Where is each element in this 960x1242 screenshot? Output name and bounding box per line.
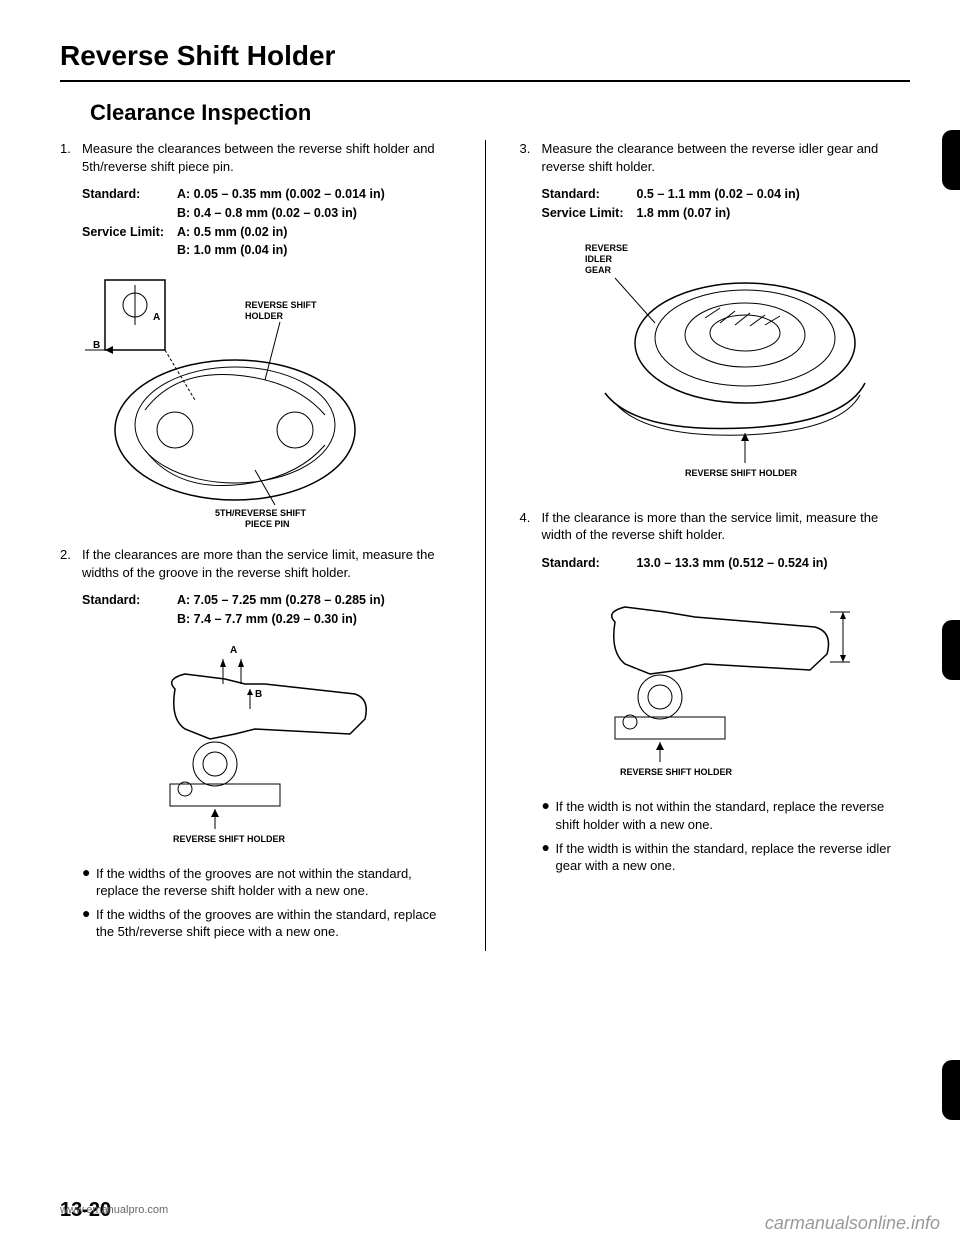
figure-4: REVERSE SHIFT HOLDER — [520, 582, 911, 782]
watermark-left: www.emanualpro.com — [60, 1204, 168, 1216]
bullet-text: If the widths of the grooves are not wit… — [96, 865, 451, 900]
figure-1: A B REVERSE SHIFT HOLDER 5TH/REVE — [60, 270, 451, 530]
fig-label-b: B — [255, 689, 262, 700]
spec-label: Service Limit: — [542, 204, 637, 223]
spec-block-3: Standard: 0.5 – 1.1 mm (0.02 – 0.04 in) … — [542, 185, 911, 223]
spec-label: Standard: — [82, 185, 177, 204]
step-text: If the clearance is more than the servic… — [542, 509, 911, 544]
fig-label-holder: REVERSE SHIFT — [245, 300, 317, 310]
bullet-mark: ● — [542, 798, 556, 833]
fig-label-gear1: REVERSE — [585, 243, 628, 253]
title-rule — [60, 80, 910, 82]
fig-label-gear2: IDLER — [585, 254, 613, 264]
spec-label: Standard: — [542, 185, 637, 204]
page-tab — [942, 130, 960, 190]
fig-label-holder: REVERSE SHIFT HOLDER — [620, 767, 733, 777]
bullet-list: ● If the width is not within the standar… — [542, 798, 911, 874]
spec-block-4: Standard: 13.0 – 13.3 mm (0.512 – 0.524 … — [542, 554, 911, 573]
spec-label — [82, 610, 177, 629]
bullet-mark: ● — [82, 906, 96, 941]
spec-block-1: Standard: A: 0.05 – 0.35 mm (0.002 – 0.0… — [82, 185, 451, 260]
bullet-text: If the width is within the standard, rep… — [556, 840, 911, 875]
spec-value: A: 0.5 mm (0.02 in) — [177, 223, 451, 242]
left-column: 1. Measure the clearances between the re… — [60, 140, 451, 951]
fig-label-a: A — [153, 312, 160, 323]
spec-value: B: 0.4 – 0.8 mm (0.02 – 0.03 in) — [177, 204, 451, 223]
step-text: Measure the clearances between the rever… — [82, 140, 451, 175]
spec-label — [82, 204, 177, 223]
spec-value: A: 7.05 – 7.25 mm (0.278 – 0.285 in) — [177, 591, 451, 610]
step-number: 2. — [60, 546, 82, 581]
step-4: 4. If the clearance is more than the ser… — [520, 509, 911, 544]
section-title: Clearance Inspection — [90, 100, 910, 126]
bullet-text: If the widths of the grooves are within … — [96, 906, 451, 941]
page-title: Reverse Shift Holder — [60, 40, 910, 72]
spec-value: B: 7.4 – 7.7 mm (0.29 – 0.30 in) — [177, 610, 451, 629]
spec-value: 0.5 – 1.1 mm (0.02 – 0.04 in) — [637, 185, 911, 204]
bullet-list: ● If the widths of the grooves are not w… — [82, 865, 451, 941]
bullet-text: If the width is not within the standard,… — [556, 798, 911, 833]
spec-label: Standard: — [542, 554, 637, 573]
bullet-item: ● If the width is not within the standar… — [542, 798, 911, 833]
spec-value: 1.8 mm (0.07 in) — [637, 204, 911, 223]
step-number: 4. — [520, 509, 542, 544]
spec-value: B: 1.0 mm (0.04 in) — [177, 241, 451, 260]
column-divider — [485, 140, 486, 951]
fig-label-pin: 5TH/REVERSE SHIFT — [215, 508, 307, 518]
page-tab — [942, 1060, 960, 1120]
step-1: 1. Measure the clearances between the re… — [60, 140, 451, 175]
right-column: 3. Measure the clearance between the rev… — [520, 140, 911, 951]
bullet-mark: ● — [542, 840, 556, 875]
bullet-mark: ● — [82, 865, 96, 900]
spec-label — [82, 241, 177, 260]
bullet-item: ● If the width is within the standard, r… — [542, 840, 911, 875]
fig-label-holder: REVERSE SHIFT HOLDER — [173, 834, 286, 844]
fig-label-gear3: GEAR — [585, 265, 612, 275]
step-text: Measure the clearance between the revers… — [542, 140, 911, 175]
page-tab — [942, 620, 960, 680]
figure-2: A B REVERSE SHIFT HOLDER — [60, 639, 451, 849]
fig-label-holder2: HOLDER — [245, 311, 284, 321]
watermark-right: carmanualsonline.info — [765, 1213, 940, 1234]
fig-label-holder: REVERSE SHIFT HOLDER — [685, 468, 798, 478]
fig-label-pin2: PIECE PIN — [245, 519, 290, 529]
spec-value: A: 0.05 – 0.35 mm (0.002 – 0.014 in) — [177, 185, 451, 204]
fig-label-b: B — [93, 340, 100, 351]
step-number: 3. — [520, 140, 542, 175]
step-number: 1. — [60, 140, 82, 175]
spec-block-2: Standard: A: 7.05 – 7.25 mm (0.278 – 0.2… — [82, 591, 451, 629]
bullet-item: ● If the widths of the grooves are withi… — [82, 906, 451, 941]
spec-label: Service Limit: — [82, 223, 177, 242]
two-column-layout: 1. Measure the clearances between the re… — [60, 140, 910, 951]
fig-label-a: A — [230, 645, 237, 656]
step-2: 2. If the clearances are more than the s… — [60, 546, 451, 581]
step-text: If the clearances are more than the serv… — [82, 546, 451, 581]
step-3: 3. Measure the clearance between the rev… — [520, 140, 911, 175]
figure-3: REVERSE IDLER GEAR REVE — [520, 233, 911, 493]
spec-label: Standard: — [82, 591, 177, 610]
bullet-item: ● If the widths of the grooves are not w… — [82, 865, 451, 900]
spec-value: 13.0 – 13.3 mm (0.512 – 0.524 in) — [637, 554, 911, 573]
